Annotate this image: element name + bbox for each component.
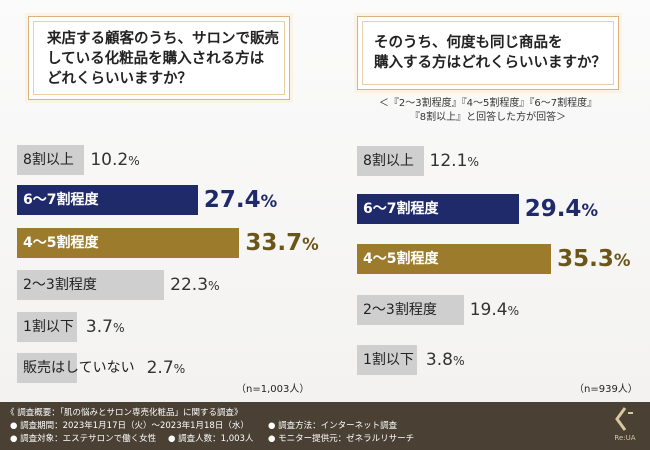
footer-target: ● 調査対象：エステサロンで働く女性 xyxy=(10,434,157,444)
value-label: 29.4% xyxy=(524,196,599,222)
left-n-label: （n=1,003人） xyxy=(236,384,310,395)
right-n-label: （n=939人） xyxy=(574,384,638,395)
bar-chart-left-5: 販売はしていない xyxy=(17,353,135,383)
value-label: 10.2% xyxy=(90,150,140,170)
bar-label: 6〜7割程度 xyxy=(23,192,99,208)
value-label: 22.3% xyxy=(170,275,220,295)
footer-title: 《 調査概要：「肌の悩みとサロン専売化粧品」に関する調査》 xyxy=(6,408,243,418)
bar-chart-right-0: 8割以上 xyxy=(357,146,424,176)
footer-method: ● 調査方法：インターネット調査 xyxy=(268,421,398,431)
bar-chart-left-0: 8割以上 xyxy=(17,145,85,175)
right-question-box: そのうち、何度も同じ商品を 購入する方はどれくらいいますか？ xyxy=(357,16,619,90)
survey-footer: 《 調査概要：「肌の悩みとサロン専売化粧品」に関する調査》 ● 調査期間：202… xyxy=(0,402,650,450)
bar-chart-left-1: 6〜7割程度 xyxy=(17,185,198,215)
reua-logo-mark xyxy=(615,407,633,431)
bar-label: 6〜7割程度 xyxy=(363,201,439,217)
bar-chart-left-3: 2〜3割程度 xyxy=(17,270,165,300)
bar-label: 4〜5割程度 xyxy=(363,251,439,267)
value-label: 19.4% xyxy=(469,300,520,320)
reua-logo-text: Re:UA xyxy=(614,434,636,442)
bar-label: 4〜5割程度 xyxy=(23,235,99,251)
left-question-text: 来店する顧客のうち、サロンで販売 している化粧品を購入される方は どれくらいいま… xyxy=(47,31,279,87)
footer-count: ● 調査人数：1,003人 xyxy=(168,434,254,444)
bar-chart-right-3: 2〜3割程度 xyxy=(357,295,464,325)
footer-period: ● 調査期間：2023年1月17日（火）〜2023年1月18日（水） xyxy=(10,421,249,431)
left-question-box: 来店する顧客のうち、サロンで販売 している化粧品を購入される方は どれくらいいま… xyxy=(28,16,290,100)
bar-chart-right-4: 1割以下 xyxy=(357,345,417,375)
bar-chart-left-2: 4〜5割程度 xyxy=(17,228,240,258)
bar-label: 2〜3割程度 xyxy=(363,302,437,318)
bar-label: 8割以上 xyxy=(363,153,414,169)
footer-provider: ● モニター提供元：ゼネラルリサーチ xyxy=(268,434,415,444)
bar-chart-left-4: 1割以下 xyxy=(17,312,77,342)
bar-label: 1割以下 xyxy=(23,319,74,335)
value-label: 35.3% xyxy=(557,246,631,272)
bar-label: 8割以上 xyxy=(23,152,74,168)
bar-chart-right-1: 6〜7割程度 xyxy=(357,194,519,224)
value-label: 2.7% xyxy=(146,358,186,378)
bar-label: 1割以下 xyxy=(363,352,414,368)
value-label: 3.8% xyxy=(425,350,465,370)
value-label: 3.7% xyxy=(85,317,125,337)
bar-label: 2〜3割程度 xyxy=(23,277,97,293)
bar-chart-right-2: 4〜5割程度 xyxy=(357,244,552,274)
right-question-text: そのうち、何度も同じ商品を 購入する方はどれくらいいますか？ xyxy=(374,35,606,71)
value-label: 33.7% xyxy=(245,230,319,256)
reua-logo: Re:UA xyxy=(608,406,642,446)
value-label: 12.1% xyxy=(429,151,480,171)
right-question-note: ＜『2〜3割程度』『4〜5割程度』『6〜7割程度』 『8割以上』と回答した方が回… xyxy=(378,98,598,123)
value-label: 27.4% xyxy=(203,187,278,213)
bar-label: 販売はしていない xyxy=(23,360,135,376)
